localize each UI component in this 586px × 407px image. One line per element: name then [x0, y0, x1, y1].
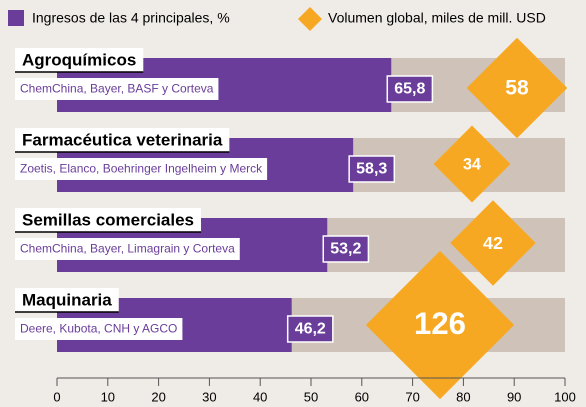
companies-box	[15, 238, 240, 260]
x-tick-label: 90	[507, 389, 521, 404]
legend-label: Ingresos de las 4 principales, %	[32, 10, 230, 26]
x-tick-label: 10	[101, 389, 115, 404]
x-tick-label: 40	[253, 389, 267, 404]
companies-box	[15, 158, 268, 180]
x-tick-label: 0	[53, 389, 60, 404]
legend-swatch	[8, 10, 24, 26]
volume-label: 58	[505, 77, 529, 100]
legend-swatch	[298, 7, 322, 31]
companies-box	[15, 318, 183, 340]
companies-label: Zoetis, Elanco, Boehringer Ingelheim y M…	[20, 162, 263, 176]
x-tick-label: 80	[456, 389, 470, 404]
companies-label: ChemChina, Bayer, BASF y Corteva	[20, 82, 214, 96]
companies-label: Deere, Kubota, CNH y AGCO	[20, 322, 177, 336]
legend-label: Volumen global, miles de mill. USD	[328, 10, 546, 26]
x-tick-label: 60	[355, 389, 369, 404]
value-label-box	[322, 235, 370, 263]
volume-label: 42	[483, 233, 503, 253]
x-tick-label: 70	[405, 389, 419, 404]
category-label: Semillas comerciales	[22, 210, 194, 229]
category-box	[15, 288, 119, 312]
volume-label: 34	[463, 155, 481, 173]
x-tick-label: 100	[554, 389, 576, 404]
value-label: 53,2	[330, 241, 361, 258]
value-label: 65,8	[394, 81, 425, 98]
category-label: Farmacéutica veterinaria	[22, 130, 223, 149]
value-label-box	[286, 315, 334, 343]
x-tick-label: 50	[304, 389, 318, 404]
category-label: Maquinaria	[22, 290, 112, 309]
value-label: 46,2	[295, 321, 326, 338]
category-label: Agroquímicos	[22, 50, 136, 69]
category-box	[15, 208, 202, 232]
value-label: 58,3	[356, 161, 387, 178]
companies-label: ChemChina, Bayer, Limagrain y Corteva	[20, 242, 235, 256]
volume-diamond	[466, 37, 568, 139]
value-label-box	[348, 155, 396, 183]
companies-box	[15, 78, 219, 100]
x-tick-label: 20	[151, 389, 165, 404]
volume-diamond	[450, 200, 536, 286]
category-box	[15, 48, 144, 72]
category-box	[15, 128, 230, 152]
value-label-box	[386, 75, 434, 103]
x-tick-label: 30	[202, 389, 216, 404]
volume-diamond	[365, 250, 515, 400]
volume-diamond	[433, 125, 511, 203]
volume-label: 126	[414, 306, 466, 341]
